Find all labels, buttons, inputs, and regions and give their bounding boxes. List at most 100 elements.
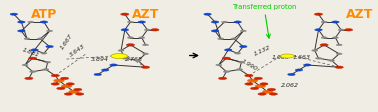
Circle shape [336,53,342,55]
Circle shape [235,53,241,55]
Circle shape [121,14,129,16]
Circle shape [31,49,38,52]
Text: 3.643: 3.643 [69,43,87,57]
Circle shape [29,71,36,73]
Text: 1.990: 1.990 [240,58,258,71]
Circle shape [143,45,149,46]
Circle shape [222,22,228,24]
Circle shape [46,31,53,33]
Circle shape [143,53,149,55]
Circle shape [288,74,295,76]
Circle shape [121,29,129,32]
Circle shape [223,71,229,73]
Circle shape [332,37,338,39]
Text: 1.005: 1.005 [272,55,290,60]
Circle shape [66,83,74,85]
Circle shape [51,83,59,85]
Circle shape [254,78,262,80]
Circle shape [321,22,327,24]
Text: 1.667: 1.667 [59,33,74,50]
Circle shape [320,44,328,47]
Circle shape [138,22,146,24]
Circle shape [240,31,246,33]
Circle shape [204,14,211,16]
Text: AZT: AZT [132,8,159,20]
Circle shape [248,79,258,82]
Circle shape [151,29,159,32]
Circle shape [28,58,37,60]
Circle shape [211,22,219,24]
Text: 1.132: 1.132 [253,44,271,56]
Circle shape [211,31,219,33]
Circle shape [127,37,133,39]
Circle shape [64,93,73,95]
Circle shape [255,85,265,88]
Circle shape [328,60,335,62]
Circle shape [101,69,109,71]
Circle shape [295,69,303,71]
Circle shape [18,31,25,33]
Circle shape [76,93,84,95]
Circle shape [135,60,141,62]
Circle shape [218,39,224,40]
Circle shape [338,30,344,31]
Circle shape [37,39,43,40]
Circle shape [216,65,222,66]
Circle shape [141,66,150,69]
Circle shape [94,74,101,76]
Circle shape [41,53,47,55]
Circle shape [43,69,49,71]
Circle shape [57,87,65,90]
Circle shape [144,30,150,31]
Circle shape [126,44,135,47]
Circle shape [60,78,69,80]
Circle shape [18,22,25,24]
Circle shape [312,50,318,52]
Text: Transferred proton: Transferred proton [232,4,296,39]
Circle shape [45,62,51,64]
Circle shape [122,58,128,60]
Text: 3.894: 3.894 [91,56,109,61]
Circle shape [258,93,266,95]
Circle shape [231,39,237,40]
Circle shape [344,29,353,32]
Text: AZT: AZT [346,8,373,20]
Circle shape [111,54,127,59]
Circle shape [54,79,64,82]
Circle shape [51,75,59,77]
Circle shape [118,50,124,52]
Circle shape [74,88,82,91]
Circle shape [314,14,323,16]
Circle shape [262,90,273,94]
Circle shape [24,39,30,40]
Text: 1.881: 1.881 [22,47,40,58]
Circle shape [251,87,259,90]
Text: 1.663: 1.663 [293,55,311,60]
Circle shape [222,58,231,60]
Circle shape [225,49,232,52]
Circle shape [69,90,79,94]
Circle shape [332,22,339,24]
Circle shape [315,29,322,32]
Circle shape [237,69,243,71]
Circle shape [61,85,72,88]
Circle shape [267,88,276,91]
Circle shape [25,78,33,80]
Text: 2.768: 2.768 [125,56,143,61]
Circle shape [240,46,247,48]
Circle shape [269,93,277,95]
Circle shape [10,14,18,16]
Circle shape [110,64,117,67]
Circle shape [335,66,343,69]
Circle shape [139,37,145,39]
Circle shape [245,75,253,77]
Circle shape [127,22,133,24]
Circle shape [321,37,327,39]
Circle shape [336,45,342,46]
Circle shape [22,65,28,66]
Circle shape [46,46,53,48]
Circle shape [218,78,227,80]
Circle shape [28,22,34,24]
Circle shape [304,64,311,67]
Text: 2.062: 2.062 [281,82,299,87]
